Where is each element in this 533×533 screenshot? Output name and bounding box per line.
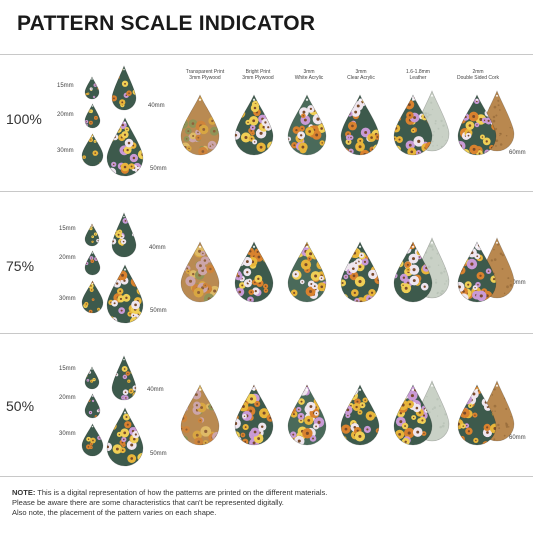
material-line1: Bright Print xyxy=(245,69,271,75)
floral-earring-sample xyxy=(111,65,137,111)
material-header: 3mm White Acrylic xyxy=(279,69,339,81)
size-label: 30mm xyxy=(59,296,76,302)
floral-earring-sample xyxy=(84,103,101,129)
material-header: Bright Print 3mm Plywood xyxy=(228,69,288,81)
size-label: 20mm xyxy=(59,255,76,261)
floral-earring-sample xyxy=(287,384,327,446)
floral-earring-sample xyxy=(106,264,144,324)
size-label: 40mm xyxy=(148,103,165,109)
material-header: 1.6-1.8mm Leather xyxy=(388,69,448,81)
size-label: 30mm xyxy=(59,431,76,437)
floral-earring-sample xyxy=(180,384,220,446)
size-label: 15mm xyxy=(59,366,76,372)
floral-earring-sample xyxy=(84,393,101,419)
separator xyxy=(0,54,533,55)
note-line1: This is a digital representation of how … xyxy=(35,488,328,497)
note-label: NOTE: xyxy=(12,488,36,497)
separator xyxy=(0,333,533,334)
size-label: 30mm xyxy=(57,148,74,154)
floral-earring-sample xyxy=(393,241,433,303)
note-line2: Please be aware there are some character… xyxy=(12,498,284,507)
floral-earring-sample xyxy=(84,366,100,390)
size-label: 15mm xyxy=(57,83,74,89)
material-line2: 3mm Plywood xyxy=(242,75,274,81)
size-label: 40mm xyxy=(147,387,164,393)
floral-earring-sample xyxy=(84,223,100,247)
floral-earring-sample xyxy=(106,407,144,467)
floral-earring-sample xyxy=(457,94,497,156)
size-label: 50mm xyxy=(150,451,167,457)
material-header: 3mm Clear Acrylic xyxy=(331,69,391,81)
material-header: 2mm Double Sided Cork xyxy=(448,69,508,81)
floral-earring-sample xyxy=(180,241,220,303)
material-line1: 3mm xyxy=(303,69,315,75)
material-line1: Transparent Print xyxy=(185,69,225,75)
separator xyxy=(0,191,533,192)
floral-earring-sample xyxy=(234,241,274,303)
floral-earring-sample xyxy=(84,250,101,276)
floral-earring-sample xyxy=(106,117,144,177)
size-label: 15mm xyxy=(59,226,76,232)
material-line1: 3mm xyxy=(355,69,367,75)
size-label: 60mm xyxy=(509,150,526,156)
note-line3: Also note, the placement of the pattern … xyxy=(12,508,217,517)
size-label: 20mm xyxy=(59,395,76,401)
size-label: 50mm xyxy=(150,166,167,172)
floral-earring-sample xyxy=(84,76,100,100)
floral-earring-sample xyxy=(457,384,497,446)
floral-earring-sample xyxy=(287,241,327,303)
floral-earring-sample xyxy=(180,94,220,156)
floral-earring-sample xyxy=(81,280,104,314)
floral-earring-sample xyxy=(340,241,380,303)
scale-label: 75% xyxy=(6,258,35,274)
size-label: 60mm xyxy=(509,435,526,441)
note-block: NOTE: This is a digital representation o… xyxy=(12,488,327,518)
material-header: Transparent Print 3mm Plywood xyxy=(175,69,235,81)
floral-earring-sample xyxy=(81,133,104,167)
material-line2: Clear Acrylic xyxy=(347,75,375,81)
material-line1: 1.6-1.8mm xyxy=(406,69,430,75)
material-line2: White Acrylic xyxy=(294,75,324,81)
size-label: 50mm xyxy=(150,308,167,314)
material-line2: Leather xyxy=(409,75,427,81)
floral-earring-sample xyxy=(234,384,274,446)
material-line2: 3mm Plywood xyxy=(189,75,221,81)
floral-earring-sample xyxy=(340,94,380,156)
page-title: PATTERN SCALE INDICATOR xyxy=(17,12,316,35)
size-label: 40mm xyxy=(149,245,166,251)
floral-earring-sample xyxy=(340,384,380,446)
material-line1: 2mm xyxy=(472,69,484,75)
size-label: 60mm xyxy=(509,280,526,286)
floral-earring-sample xyxy=(393,384,433,446)
floral-earring-sample xyxy=(287,94,327,156)
floral-earring-sample xyxy=(234,94,274,156)
floral-earring-sample xyxy=(111,355,137,401)
scale-label: 100% xyxy=(6,111,42,127)
floral-earring-sample xyxy=(457,241,497,303)
size-label: 20mm xyxy=(57,112,74,118)
material-line2: Double Sided Cork xyxy=(457,75,499,81)
floral-earring-sample xyxy=(81,423,104,457)
scale-label: 50% xyxy=(6,398,35,414)
floral-earring-sample xyxy=(111,212,137,258)
separator xyxy=(0,476,533,477)
floral-earring-sample xyxy=(393,94,433,156)
